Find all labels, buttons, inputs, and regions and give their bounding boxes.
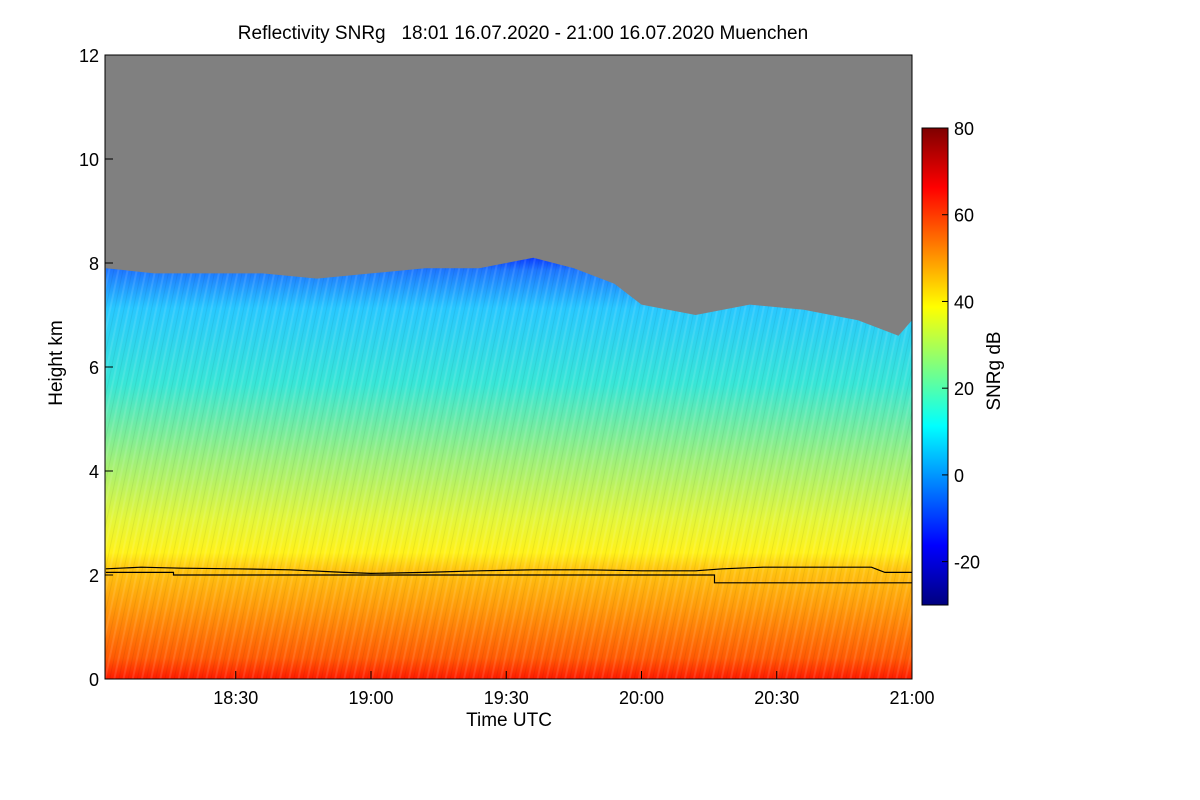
y-tick-label-1: 2 <box>89 566 99 586</box>
x-axis: 18:30 19:00 19:30 20:00 20:30 21:00 <box>213 671 935 708</box>
colorbar <box>921 127 949 606</box>
echo-texture <box>105 257 912 679</box>
y-tick-label-4: 8 <box>89 254 99 274</box>
x-tick-label-2: 19:30 <box>484 688 529 708</box>
colorbar-tick-label-4: 60 <box>954 206 974 226</box>
x-tick-label-4: 20:30 <box>754 688 799 708</box>
y-tick-label-2: 4 <box>89 462 99 482</box>
x-tick-label-5: 21:00 <box>889 688 934 708</box>
y-axis: 0 2 4 6 8 10 12 <box>79 46 113 690</box>
colorbar-tick-label-5: 80 <box>954 119 974 139</box>
colorbar-tick-label-0: -20 <box>954 553 980 573</box>
x-axis-label: Time UTC <box>466 710 552 731</box>
y-tick-label-0: 0 <box>89 670 99 690</box>
y-tick-label-5: 10 <box>79 150 99 170</box>
surface-line-lower <box>105 571 912 584</box>
colorbar-tick-label-2: 20 <box>954 379 974 399</box>
x-tick-label-3: 20:00 <box>619 688 664 708</box>
plot-area <box>105 55 912 679</box>
surface-line-upper <box>105 566 912 575</box>
colorbar-label: SNRg dB <box>984 331 1005 410</box>
colorbar-ticks: -20 0 20 40 60 80 <box>942 119 980 573</box>
y-tick-label-6: 12 <box>79 46 99 66</box>
chart-title: Reflectivity SNRg 18:01 16.07.2020 - 21:… <box>238 23 808 44</box>
x-tick-label-0: 18:30 <box>213 688 258 708</box>
colorbar-tick-label-3: 40 <box>954 292 974 312</box>
x-tick-label-1: 19:00 <box>348 688 393 708</box>
y-tick-label-3: 6 <box>89 358 99 378</box>
y-axis-label: Height km <box>46 320 67 406</box>
colorbar-tick-label-1: 0 <box>954 466 964 486</box>
